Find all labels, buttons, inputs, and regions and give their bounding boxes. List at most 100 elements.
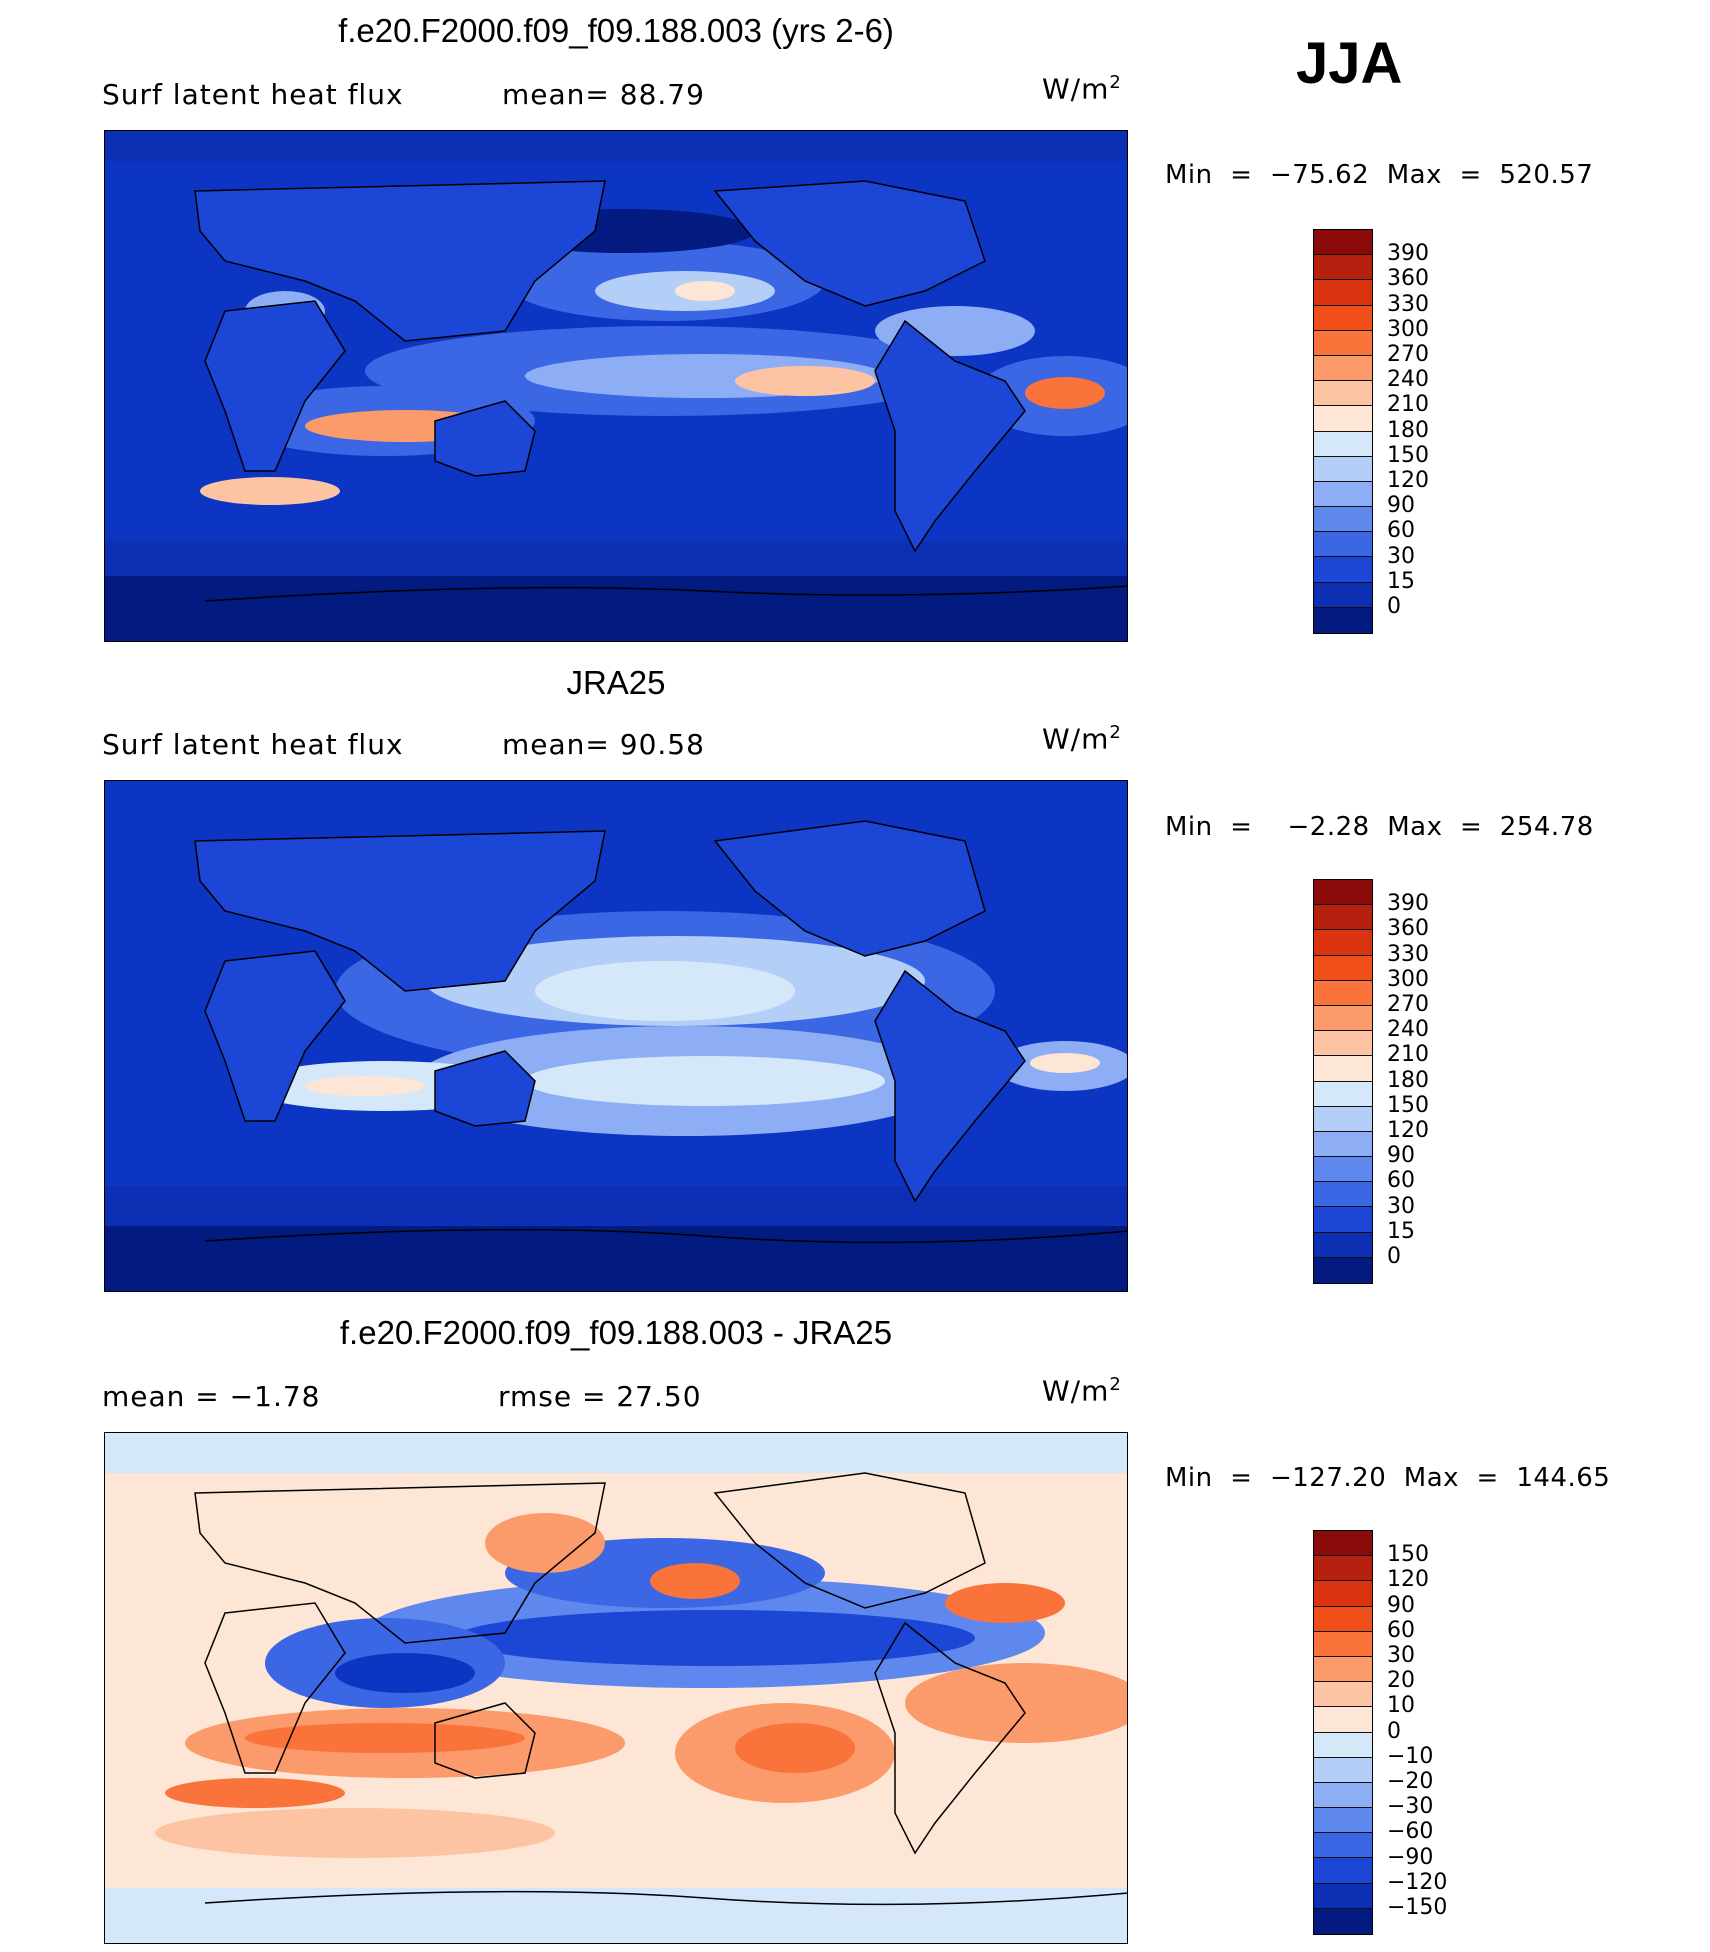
colorbar-swatch <box>1314 1858 1372 1884</box>
colorbar-tick-label: 150 <box>1387 1542 1429 1568</box>
colorbar-swatch <box>1314 1106 1372 1132</box>
colorbar-swatch <box>1314 1257 1372 1283</box>
panel-2-map <box>104 780 1128 1292</box>
colorbar-swatch <box>1314 1056 1372 1082</box>
colorbar-swatch <box>1314 507 1372 533</box>
colorbar-swatch <box>1314 955 1372 981</box>
colorbar-swatch <box>1314 230 1372 256</box>
panel-1-variable-label: Surf latent heat flux <box>102 78 404 111</box>
colorbar-tick-label: 30 <box>1387 543 1415 569</box>
colorbar-swatch <box>1314 1883 1372 1909</box>
colorbar-tick-label: 15 <box>1387 1218 1415 1244</box>
colorbar-tick-label: −30 <box>1387 1794 1434 1820</box>
panel-1-units: W/m2 <box>1042 72 1122 106</box>
colorbar-tick-label: 0 <box>1387 1244 1401 1269</box>
colorbar-tick-label: 120 <box>1387 1118 1429 1143</box>
panel-2-colorbar <box>1313 879 1373 1284</box>
panel-3-map-svg <box>105 1433 1127 1943</box>
colorbar-swatch <box>1314 1833 1372 1859</box>
panel-2-variable-label: Surf latent heat flux <box>102 728 404 761</box>
colorbar-tick-label: 240 <box>1387 1017 1429 1043</box>
colorbar-tick-label: 210 <box>1387 1042 1429 1068</box>
colorbar-tick-label: 150 <box>1387 1092 1429 1118</box>
panel-1-title: f.e20.F2000.f09_f09.188.003 (yrs 2-6) <box>338 12 894 49</box>
colorbar-tick-label: 0 <box>1387 594 1401 619</box>
colorbar-swatch <box>1314 456 1372 482</box>
colorbar-swatch <box>1314 305 1372 331</box>
colorbar-swatch <box>1314 406 1372 432</box>
colorbar-swatch <box>1314 930 1372 956</box>
colorbar-tick-label: 360 <box>1387 266 1429 292</box>
panel-1-map-svg <box>105 131 1127 641</box>
colorbar-tick-label: 90 <box>1387 1592 1415 1618</box>
colorbar-swatch <box>1314 1757 1372 1783</box>
colorbar-tick-label: 0 <box>1387 1718 1401 1744</box>
panel-2-units: W/m2 <box>1042 722 1122 756</box>
panel-1-min-max: Min = −75.62 Max = 520.57 <box>1165 160 1594 190</box>
colorbar-swatch <box>1314 980 1372 1006</box>
panel-1-map <box>104 130 1128 642</box>
colorbar-tick-label: 300 <box>1387 966 1429 992</box>
panel-2-map-svg <box>105 781 1127 1291</box>
colorbar-swatch <box>1314 255 1372 281</box>
colorbar-swatch <box>1314 1031 1372 1057</box>
colorbar-tick-label: 90 <box>1387 493 1415 519</box>
colorbar-swatch <box>1314 1682 1372 1708</box>
colorbar-tick-label: 10 <box>1387 1693 1415 1719</box>
colorbar-tick-label: 330 <box>1387 941 1429 967</box>
colorbar-tick-label: 270 <box>1387 992 1429 1017</box>
colorbar-swatch <box>1314 1157 1372 1183</box>
panel-3-min-max: Min = −127.20 Max = 144.65 <box>1165 1463 1611 1493</box>
colorbar-swatch <box>1314 1656 1372 1683</box>
colorbar-swatch <box>1314 1732 1372 1758</box>
colorbar-swatch <box>1314 280 1372 306</box>
colorbar-swatch <box>1314 1207 1372 1233</box>
colorbar-swatch <box>1314 1531 1372 1557</box>
colorbar-tick-label: −120 <box>1387 1869 1448 1895</box>
colorbar-swatch <box>1314 1182 1372 1208</box>
panel-3-rmse-value: rmse = 27.50 <box>498 1380 702 1413</box>
colorbar-tick-label: 60 <box>1387 1617 1415 1643</box>
colorbar-tick-label: 210 <box>1387 392 1429 418</box>
colorbar-swatch <box>1314 1131 1372 1158</box>
colorbar-swatch <box>1314 1232 1372 1258</box>
colorbar-swatch <box>1314 607 1372 633</box>
colorbar-swatch <box>1314 1908 1372 1934</box>
colorbar-tick-label: 120 <box>1387 1567 1429 1593</box>
panel-2-mean-value: mean= 90.58 <box>502 728 705 761</box>
colorbar-tick-label: 330 <box>1387 291 1429 317</box>
colorbar-swatch <box>1314 532 1372 558</box>
colorbar-tick-label: −60 <box>1387 1819 1434 1845</box>
colorbar-swatch <box>1314 1581 1372 1607</box>
season-label: JJA <box>1296 31 1403 96</box>
colorbar-swatch <box>1314 582 1372 608</box>
panel-1-colorbar <box>1313 229 1373 634</box>
panel-3-title: f.e20.F2000.f09_f09.188.003 - JRA25 <box>339 1314 893 1351</box>
colorbar-tick-label: −20 <box>1387 1769 1434 1794</box>
colorbar-tick-label: 180 <box>1387 417 1429 443</box>
colorbar-tick-label: 15 <box>1387 568 1415 594</box>
colorbar-tick-label: 150 <box>1387 442 1429 468</box>
colorbar-tick-label: −10 <box>1387 1743 1434 1769</box>
colorbar-swatch <box>1314 557 1372 583</box>
colorbar-tick-label: −90 <box>1387 1844 1434 1870</box>
colorbar-tick-label: 90 <box>1387 1143 1415 1169</box>
colorbar-tick-label: 390 <box>1387 891 1429 917</box>
colorbar-tick-label: 240 <box>1387 367 1429 393</box>
colorbar-swatch <box>1314 1782 1372 1809</box>
panel-2-min-max: Min = −2.28 Max = 254.78 <box>1165 812 1594 842</box>
colorbar-tick-label: 20 <box>1387 1668 1415 1694</box>
colorbar-tick-label: 60 <box>1387 518 1415 544</box>
colorbar-swatch <box>1314 1606 1372 1632</box>
panel-3-mean-value: mean = −1.78 <box>102 1380 321 1413</box>
panel-2-title: JRA25 <box>566 664 666 701</box>
colorbar-tick-label: 270 <box>1387 342 1429 367</box>
colorbar-swatch <box>1314 330 1372 356</box>
panel-1-mean-value: mean= 88.79 <box>502 78 705 111</box>
colorbar-swatch <box>1314 1005 1372 1032</box>
colorbar-tick-label: 300 <box>1387 316 1429 342</box>
colorbar-tick-label: −150 <box>1387 1895 1448 1920</box>
colorbar-swatch <box>1314 905 1372 931</box>
colorbar-swatch <box>1314 1556 1372 1582</box>
colorbar-swatch <box>1314 880 1372 906</box>
